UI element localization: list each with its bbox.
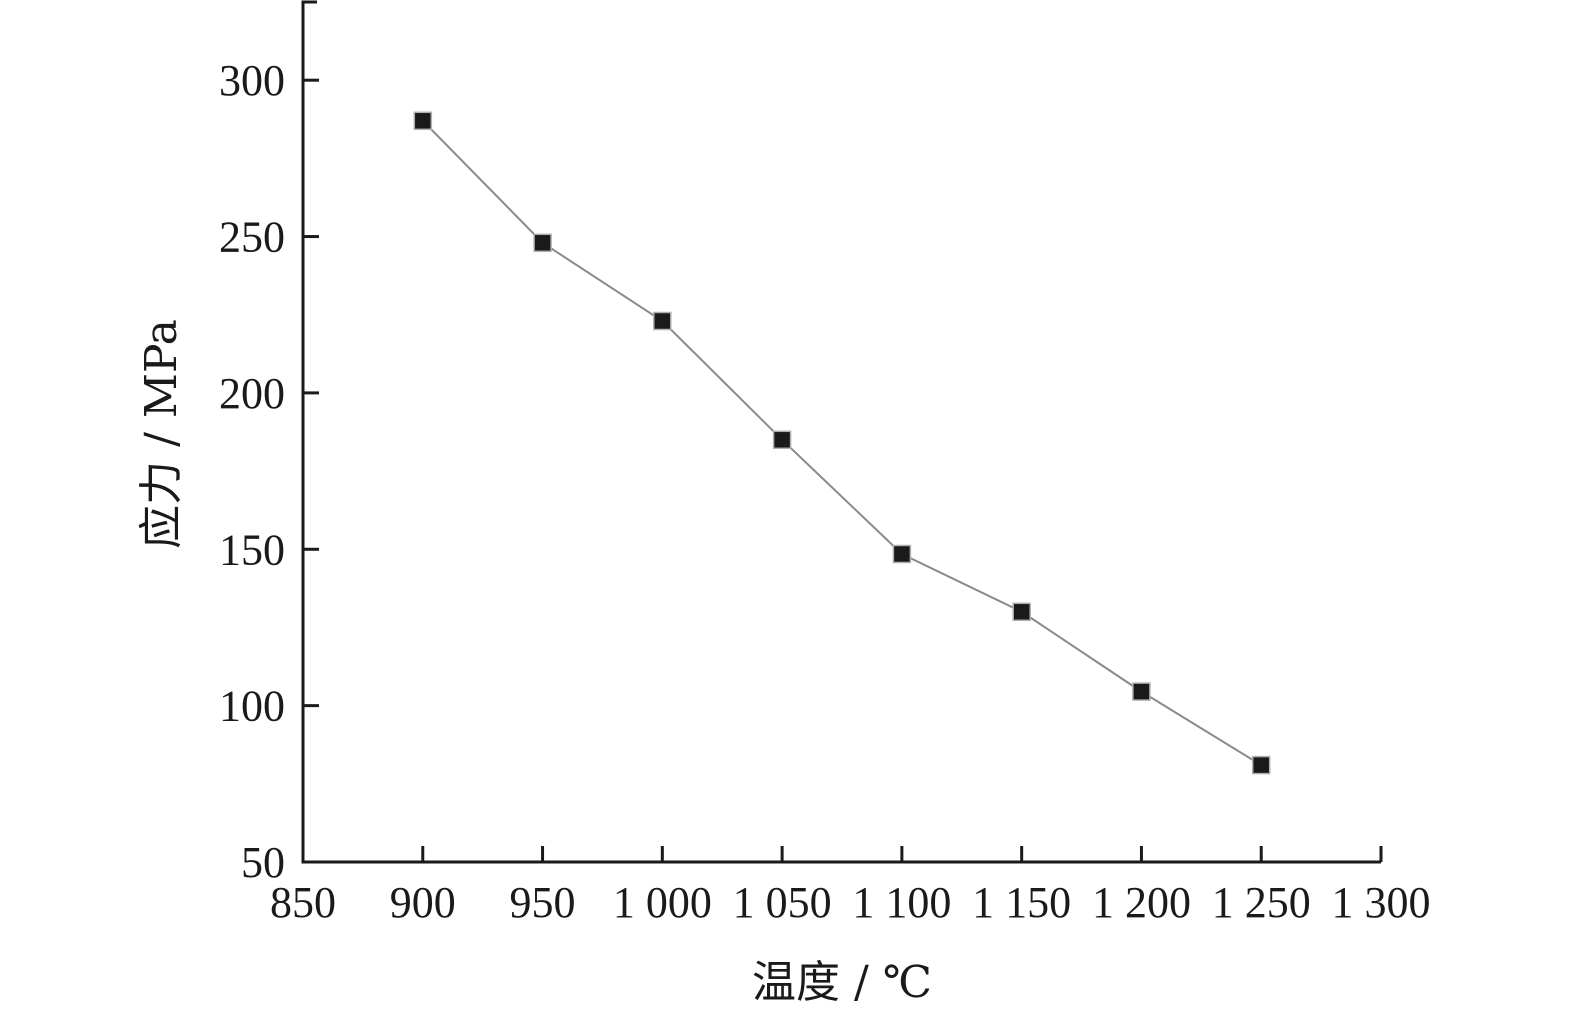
y-tick-label: 250	[219, 213, 285, 262]
x-axis-title: 温度 / ℃	[752, 957, 932, 1008]
data-point	[533, 233, 552, 253]
data-point	[772, 430, 792, 450]
y-tick-label: 50	[241, 838, 285, 887]
series-group	[413, 111, 1271, 775]
data-point	[892, 544, 912, 564]
x-tick-label: 1 000	[613, 878, 712, 927]
x-tick-label: 1 200	[1092, 878, 1191, 927]
y-axis-ticks: 50 100 150 200 250 300	[219, 56, 319, 887]
x-axis-ticks: 850 900 950 1 000 1 050 1 100 1 150 1 200 1 250 1…	[270, 846, 1431, 927]
x-tick-label: 1 050	[733, 878, 832, 927]
data-point	[653, 311, 672, 331]
series-line	[422, 120, 1262, 766]
x-tick-label: 900	[390, 878, 456, 927]
y-tick-label: 300	[219, 56, 285, 105]
y-axis-title: 应力 / MPa	[136, 319, 187, 549]
data-point	[413, 111, 433, 131]
x-tick-label: 1 250	[1212, 878, 1311, 927]
data-point	[1251, 755, 1271, 775]
data-point	[1012, 602, 1031, 622]
data-point	[1132, 682, 1151, 701]
x-tick-label: 950	[510, 878, 576, 927]
y-tick-label: 200	[219, 369, 285, 418]
y-tick-label: 150	[219, 525, 285, 574]
x-tick-label: 1 300	[1332, 878, 1431, 927]
x-tick-label: 1 150	[972, 878, 1071, 927]
x-tick-label: 1 100	[852, 878, 951, 927]
x-tick-label: 850	[270, 878, 336, 927]
axes-frame	[301, 0, 1381, 864]
y-tick-label: 100	[219, 682, 285, 731]
